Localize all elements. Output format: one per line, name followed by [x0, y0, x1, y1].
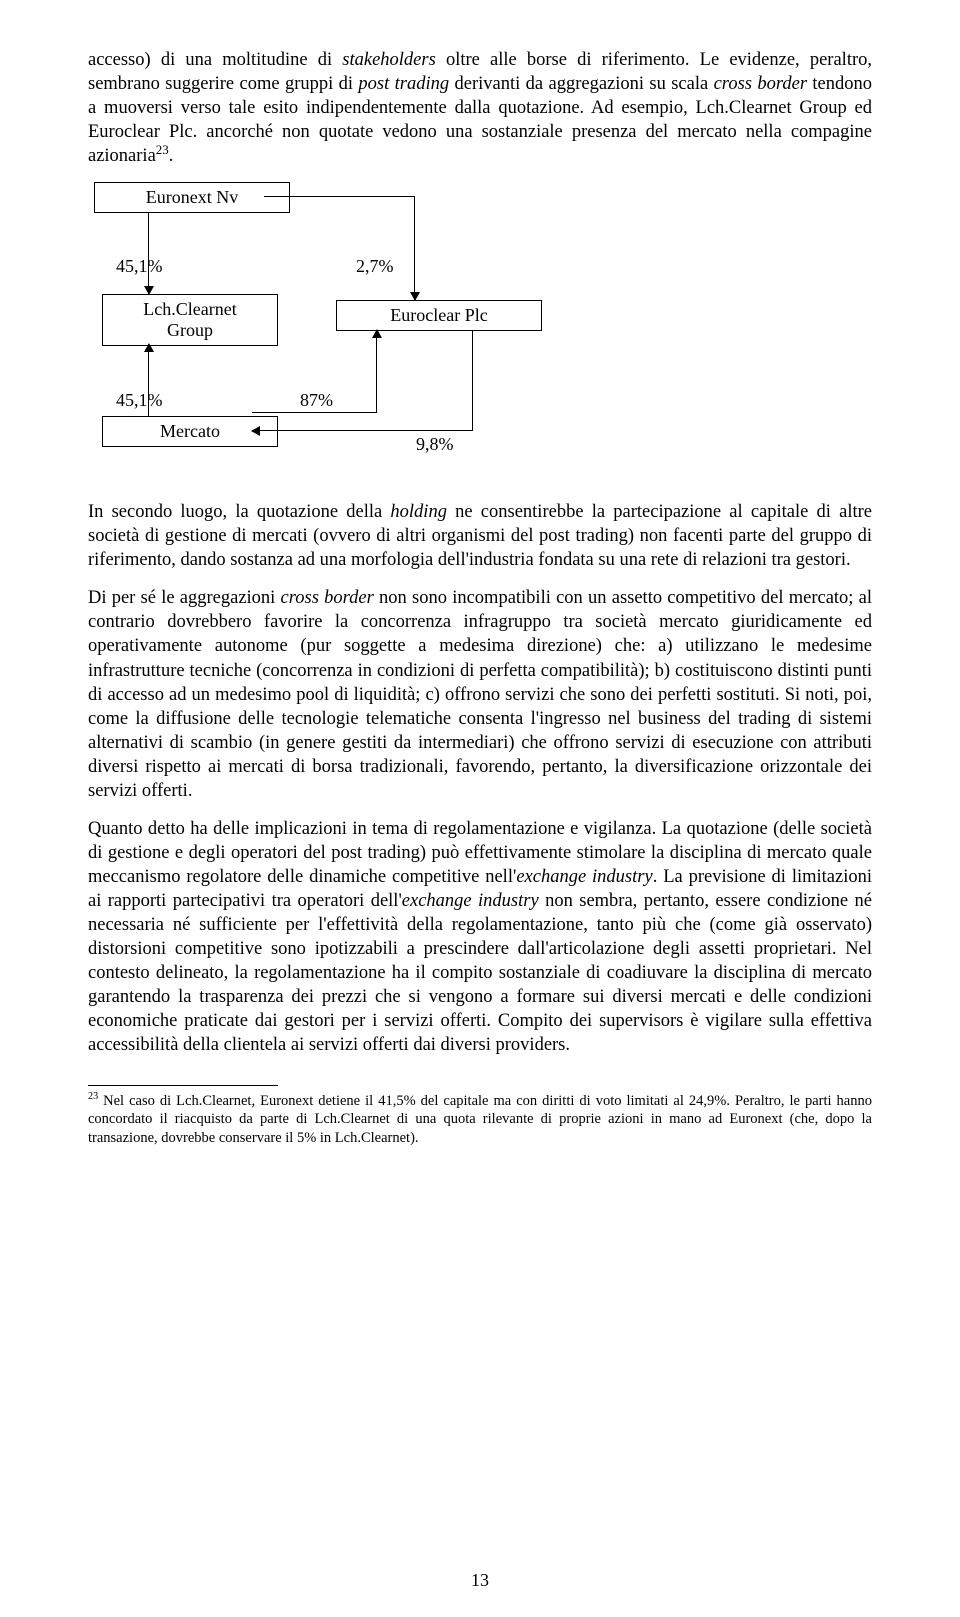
footnote-text: Nel caso di Lch.Clearnet, Euronext detie…	[88, 1093, 872, 1145]
footnote-ref: 23	[156, 142, 169, 157]
edge-euronext-euroclear-h	[264, 196, 414, 197]
text: accesso) di una moltitudine di	[88, 50, 342, 70]
page-number: 13	[0, 1570, 960, 1591]
text-italic: stakeholders	[342, 50, 436, 70]
text-italic: holding	[390, 502, 447, 522]
paragraph: In secondo luogo, la quotazione della ho…	[88, 500, 872, 572]
text-italic: exchange industry	[402, 891, 539, 911]
edge-mercato-euroclear-87-v	[376, 330, 377, 413]
footnote-rule	[88, 1085, 278, 1086]
text-italic: cross border	[281, 588, 374, 608]
node-euronext: Euronext Nv	[94, 182, 290, 213]
text-italic: cross border	[714, 74, 807, 94]
pct-label: 45,1%	[116, 390, 163, 411]
edge-euroclear-mercato-98-v	[472, 330, 473, 431]
text: non sembra, pertanto, essere condizione …	[88, 891, 872, 1055]
pct-label: 9,8%	[416, 434, 454, 455]
text-italic: exchange industry	[516, 867, 652, 887]
ownership-diagram: Euronext Nv Lch.Clearnet Group Euroclear…	[88, 182, 588, 482]
edge-mercato-euroclear-87-h	[252, 412, 376, 413]
pct-label: 87%	[300, 390, 333, 411]
text: .	[169, 146, 174, 166]
paragraph: Quanto detto ha delle implicazioni in te…	[88, 817, 872, 1057]
text: Group	[167, 320, 213, 340]
text: derivanti da aggregazioni su scala	[449, 74, 713, 94]
node-lch: Lch.Clearnet Group	[102, 294, 278, 345]
node-euroclear: Euroclear Plc	[336, 300, 542, 331]
paragraph: Di per sé le aggregazioni cross border n…	[88, 586, 872, 802]
edge-euronext-lch	[148, 212, 149, 294]
text: non sono incompatibili con un assetto co…	[88, 588, 872, 800]
text: Di per sé le aggregazioni	[88, 588, 281, 608]
paragraph: accesso) di una moltitudine di stakehold…	[88, 48, 872, 168]
edge-euronext-euroclear-v	[414, 196, 415, 300]
text: In secondo luogo, la quotazione della	[88, 502, 390, 522]
text-italic: post trading	[358, 74, 449, 94]
pct-label: 45,1%	[116, 256, 163, 277]
edge-euroclear-mercato-98	[252, 430, 472, 431]
pct-label: 2,7%	[356, 256, 394, 277]
text: Lch.Clearnet	[143, 299, 236, 319]
footnote-num: 23	[88, 1091, 98, 1102]
footnote: 23 Nel caso di Lch.Clearnet, Euronext de…	[88, 1092, 872, 1146]
